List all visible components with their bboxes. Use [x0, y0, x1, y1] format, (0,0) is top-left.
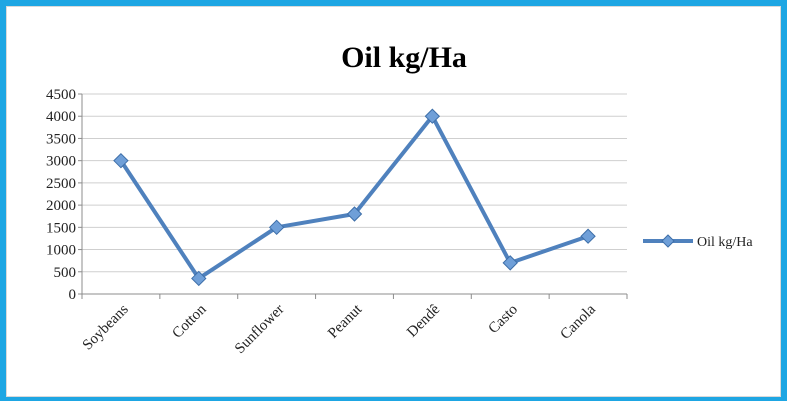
x-axis-ticks: Soybeans Cotton Sunflower Peanut Dendê Casto C…: [80, 294, 628, 358]
chart-title: Oil kg/Ha: [341, 41, 467, 74]
x-tick-label: Cotton: [169, 301, 210, 342]
y-tick-label: 4500: [46, 87, 76, 103]
data-point: [113, 152, 129, 169]
legend-label: Oil kg/Ha: [697, 235, 753, 250]
data-point: [502, 255, 518, 271]
data-point: [580, 228, 596, 244]
data-point: [268, 219, 285, 236]
y-tick-label: 1500: [46, 220, 76, 236]
y-axis-ticks: 0 500 1000 1500 2000 2500 3000 3500 4000 4500: [46, 87, 82, 303]
y-tick-label: 500: [54, 265, 77, 281]
series-line: [118, 114, 591, 281]
y-tick-label: 2000: [46, 198, 76, 214]
x-tick-label: Canola: [558, 301, 600, 343]
series-group: [113, 108, 596, 287]
x-tick-label: Soybeans: [80, 301, 132, 353]
legend-marker: [661, 234, 675, 248]
y-tick-label: 3000: [46, 154, 76, 170]
chart-frame: Oil kg/Ha 0 500 1000 1500 2000 2500 3000 3500 40…: [6, 6, 781, 397]
x-tick-label: Casto: [486, 302, 521, 337]
y-tick-label: 2500: [46, 176, 76, 192]
x-tick-label: Peanut: [325, 301, 366, 342]
y-tick-label: 0: [69, 287, 77, 303]
axes: [81, 94, 627, 295]
x-tick-label: Sunflower: [232, 302, 288, 358]
data-point: [191, 270, 207, 287]
data-point: [424, 108, 441, 124]
legend: Oil kg/Ha: [643, 234, 753, 250]
data-point: [346, 206, 363, 222]
y-tick-label: 3500: [46, 131, 76, 147]
y-tick-label: 4000: [46, 109, 76, 125]
gridlines: [82, 93, 627, 273]
y-tick-label: 1000: [46, 243, 76, 259]
x-tick-label: Dendê: [404, 301, 443, 340]
line-chart: Oil kg/Ha 0 500 1000 1500 2000 2500 3000 3500 40…: [46, 41, 753, 358]
